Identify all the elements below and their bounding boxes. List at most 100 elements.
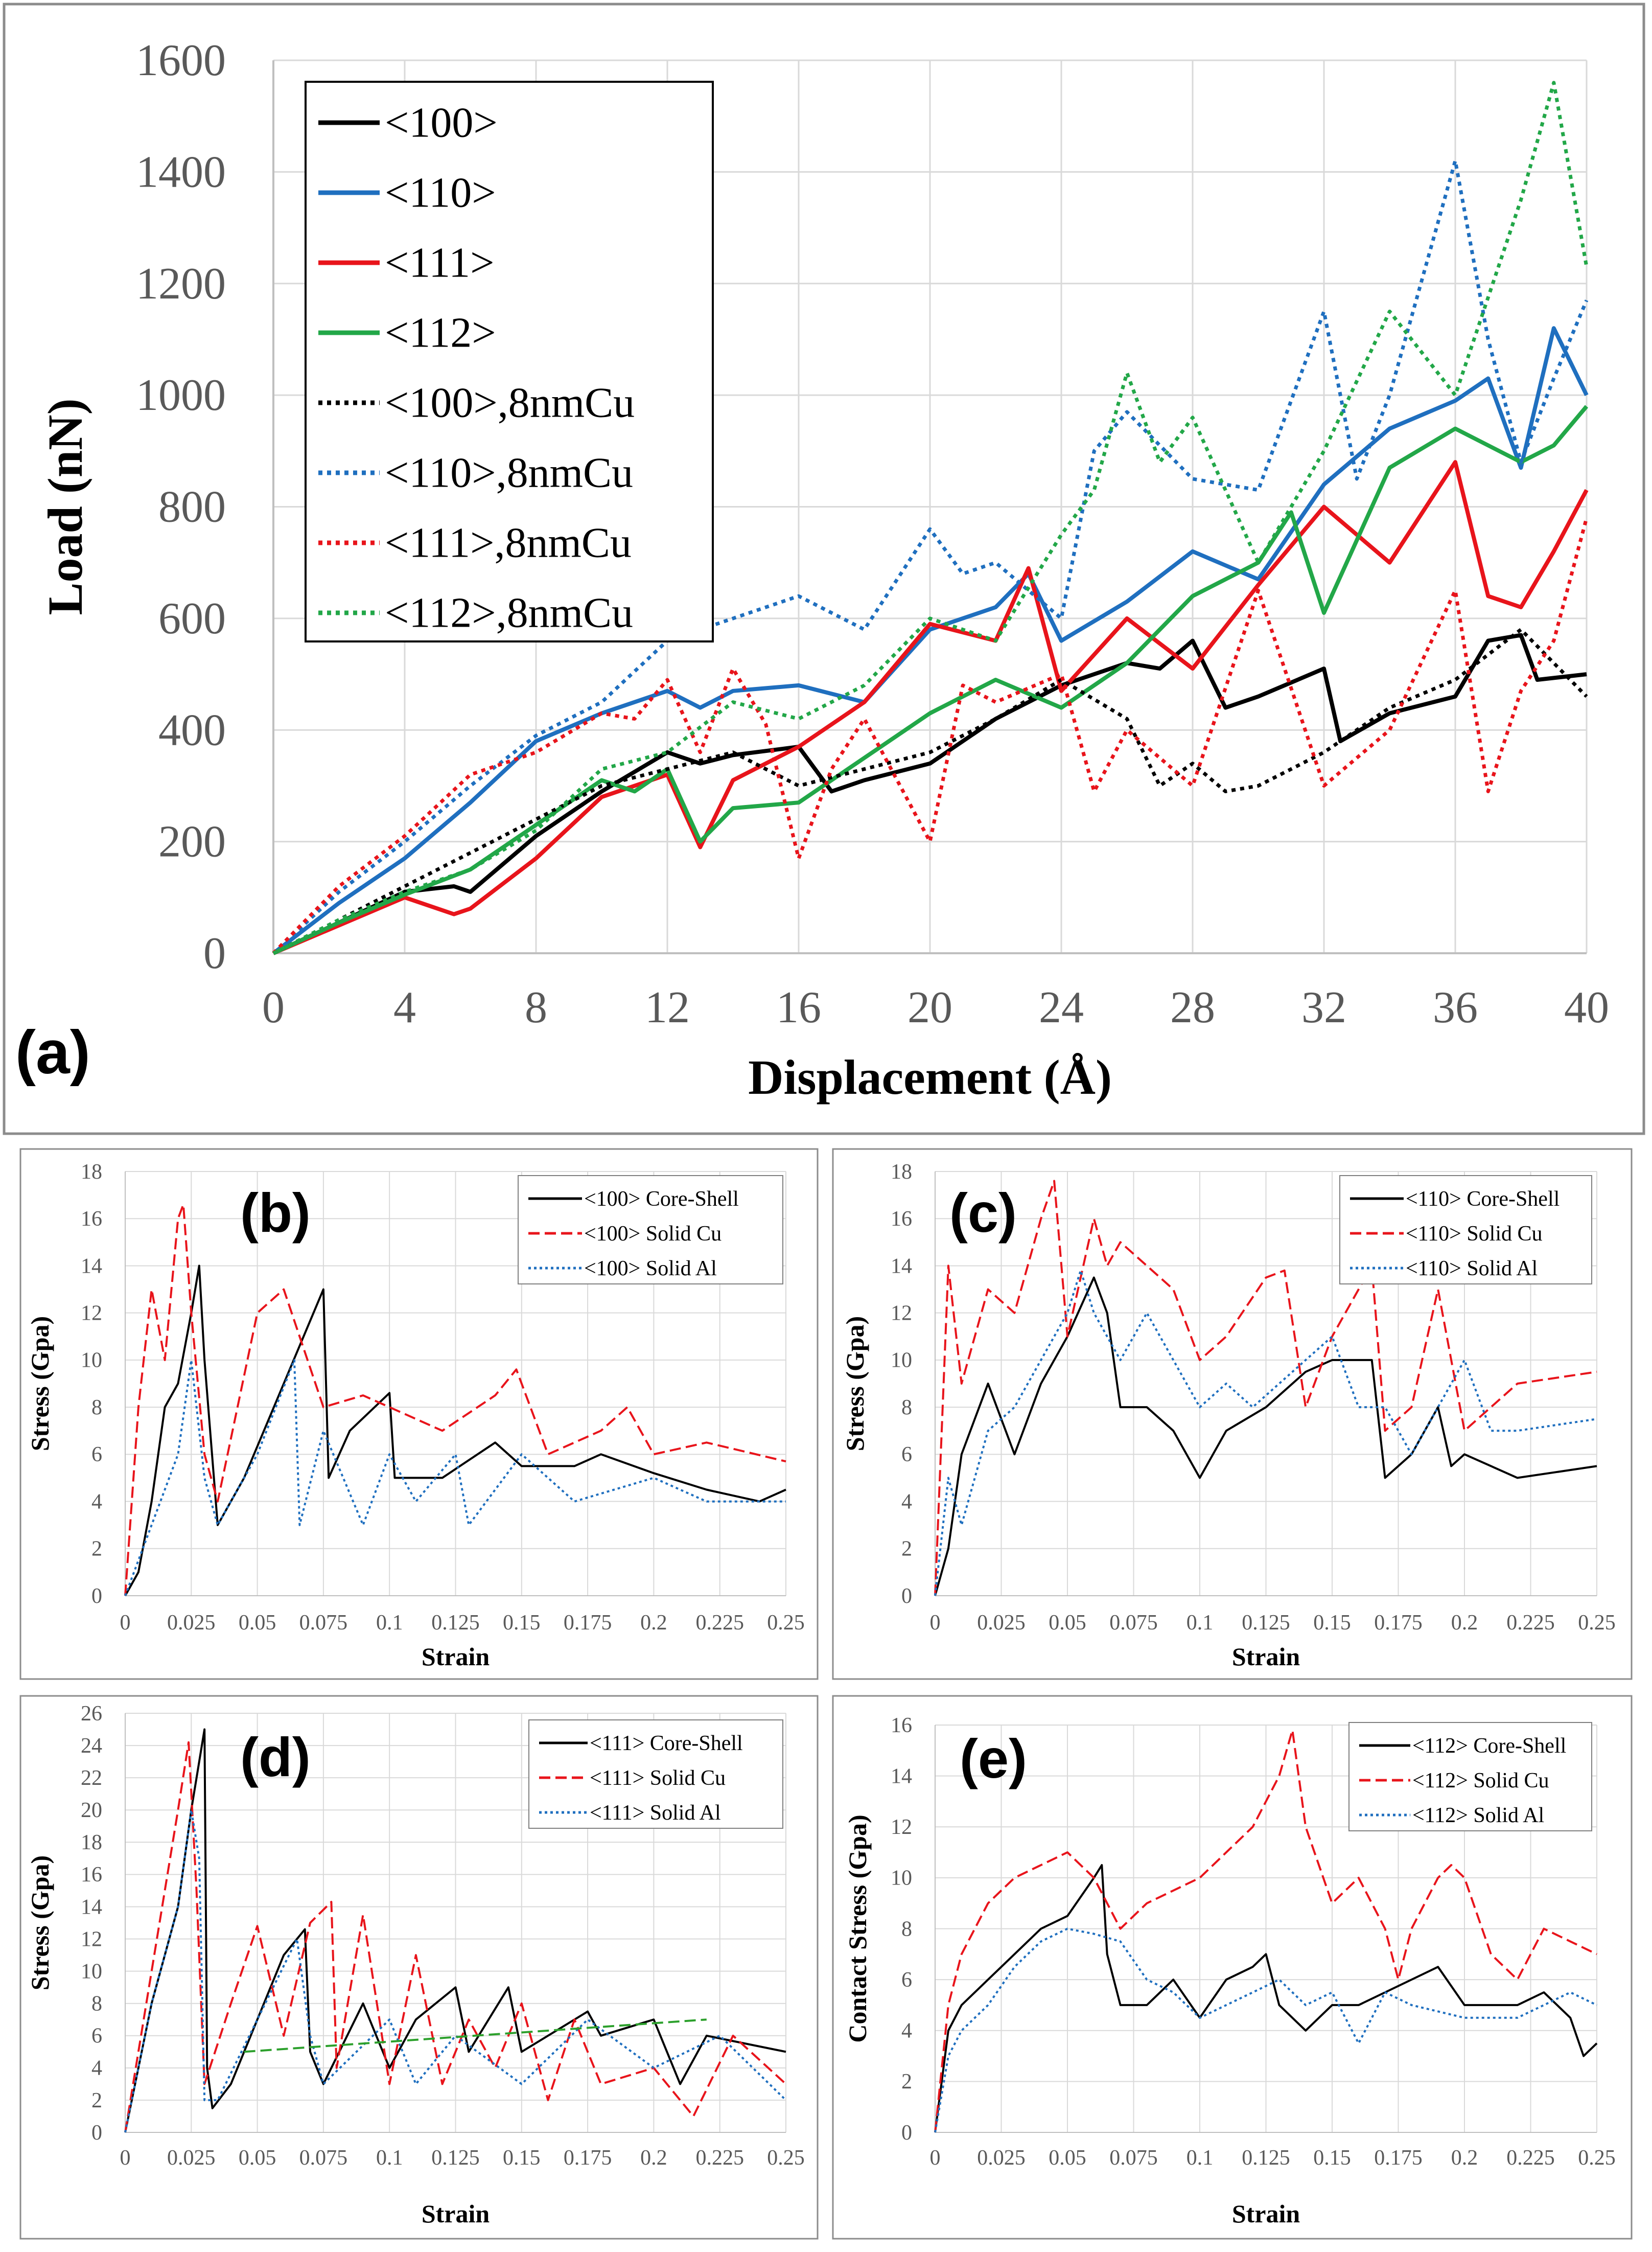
x-tick-label: 0.15 <box>503 1611 541 1635</box>
panel-e: 0 0.025 0.05 0.075 0.1 0.125 0.15 0.175 0.2 0.225… <box>832 1695 1633 2240</box>
y-tick-label: 14 <box>81 1895 102 1919</box>
legend-box <box>528 1719 783 1829</box>
y-tick-label: 20 <box>81 1799 102 1822</box>
y-tick-label: 10 <box>891 1349 912 1372</box>
x-tick-label: 0.075 <box>1109 2146 1158 2170</box>
legend-label: <100> <box>385 99 498 147</box>
x-tick-label: 12 <box>645 983 690 1032</box>
x-tick-label: 0.25 <box>767 2146 805 2170</box>
y-tick-label: 10 <box>81 1349 102 1372</box>
y-tick-label: 14 <box>891 1764 912 1788</box>
x-tick-label: 0 <box>930 2146 941 2170</box>
x-tick-label: 0.1 <box>1186 2146 1214 2170</box>
legend-label: <110> Solid Cu <box>1406 1222 1543 1246</box>
series-group <box>934 1180 1597 1596</box>
x-tick-label: 0.225 <box>695 1611 744 1635</box>
x-tick-label: 0.1 <box>376 1611 403 1635</box>
x-tick-label: 0.25 <box>1578 1611 1616 1635</box>
x-tick-label: 0.025 <box>977 2146 1026 2170</box>
legend-label: <100> Core-Shell <box>584 1187 739 1211</box>
panel-label: (e) <box>960 1728 1027 1789</box>
y-tick-label: 16 <box>81 1863 102 1887</box>
y-tick-label: 26 <box>81 1702 102 1726</box>
legend-label: <111> Solid Cu <box>590 1766 726 1790</box>
y-tick-label: 18 <box>81 1831 102 1854</box>
x-tick-label: 32 <box>1301 983 1346 1032</box>
y-tick-label: 0 <box>901 2121 912 2145</box>
y-tick-label: 0 <box>91 2121 102 2145</box>
legend-label: <110> <box>385 169 496 217</box>
y-axis-title: Stress (Gpa) <box>841 1316 869 1451</box>
y-tick-label: 12 <box>891 1302 912 1325</box>
x-tick-label: 0.125 <box>431 2146 480 2170</box>
series-line-112-solid-al <box>934 1927 1597 2133</box>
y-tick-label: 2 <box>901 2070 912 2094</box>
y-tick-label: 0 <box>203 929 226 978</box>
x-tick-label: 0.075 <box>299 1611 348 1635</box>
series-line-112-solid-cu <box>934 1729 1597 2133</box>
y-tick-label: 4 <box>91 2057 102 2080</box>
legend-box <box>305 81 714 642</box>
series-line-100-8nmcu <box>272 628 1588 955</box>
panel-label: (c) <box>949 1182 1017 1244</box>
legend: <112> Core-Shell <112> Solid Cu <112> Soli… <box>1348 1722 1592 1831</box>
legend-label: <110> Solid Al <box>1406 1257 1538 1280</box>
x-tick-label: 0 <box>120 1611 131 1635</box>
series-line-trend <box>244 2018 707 2053</box>
x-axis-title: Strain <box>422 1642 490 1671</box>
x-tick-label: 0.125 <box>1242 2146 1290 2170</box>
legend-box <box>1348 1722 1592 1831</box>
panel-label: (b) <box>240 1182 311 1244</box>
legend-label: <112>,8nmCu <box>385 589 633 637</box>
x-tick-label: 0 <box>262 983 285 1032</box>
y-tick-label: 200 <box>158 817 226 867</box>
series-line-112-core-shell <box>934 1864 1598 2133</box>
y-tick-label: 1200 <box>136 259 226 309</box>
y-tick-label: 12 <box>891 1816 912 1839</box>
y-axis-title: Stress (Gpa) <box>26 1316 54 1451</box>
series-line-111 <box>272 460 1589 955</box>
x-tick-label: 0.05 <box>239 2146 276 2170</box>
legend: <110> Core-Shell <110> Solid Cu <110> Soli… <box>1339 1175 1592 1284</box>
gridlines <box>125 1713 786 2133</box>
legend-label: <111>,8nmCu <box>385 519 632 567</box>
y-tick-label: 16 <box>891 1207 912 1231</box>
series-line-110-solid-al <box>934 1269 1597 1596</box>
x-tick-label: 0.175 <box>564 2146 612 2170</box>
y-tick-label: 16 <box>891 1714 912 1737</box>
series-line-112-8nmcu <box>272 81 1589 955</box>
panel-c: 0 0.025 0.05 0.075 0.1 0.125 0.15 0.175 0.2 0.225… <box>832 1148 1633 1680</box>
panel-a: 0 4 8 12 16 20 24 28 32 36 40020040060080010001200… <box>3 3 1645 1135</box>
y-tick-label: 600 <box>158 594 226 644</box>
series-line-100-solid-al <box>124 1359 786 1596</box>
x-tick-label: 0.025 <box>977 1611 1026 1635</box>
series-group <box>272 81 1589 955</box>
x-axis-title: Strain <box>1232 1642 1300 1671</box>
x-tick-label: 0.175 <box>1374 1611 1423 1635</box>
series-line-110 <box>272 326 1589 955</box>
x-tick-label: 0.15 <box>503 2146 541 2170</box>
x-tick-label: 0.225 <box>1506 1611 1555 1635</box>
y-tick-label: 1600 <box>136 36 226 85</box>
y-tick-label: 6 <box>901 1443 912 1466</box>
legend-label: <100> Solid Al <box>584 1257 717 1280</box>
x-tick-label: 0.05 <box>239 1611 276 1635</box>
x-tick-label: 0.175 <box>564 1611 612 1635</box>
x-tick-label: 0.2 <box>640 2146 667 2170</box>
x-tick-label: 0.225 <box>1506 2146 1555 2170</box>
legend: <111> Core-Shell <111> Solid Cu <111> Soli… <box>528 1719 783 1829</box>
x-axis-title: Strain <box>422 2199 490 2228</box>
x-tick-label: 8 <box>525 983 547 1032</box>
x-tick-label: 20 <box>908 983 952 1032</box>
x-tick-label: 0.05 <box>1049 2146 1086 2170</box>
x-tick-label: 0.075 <box>1109 1611 1158 1635</box>
y-tick-label: 18 <box>891 1160 912 1184</box>
x-tick-label: 0.05 <box>1049 1611 1086 1635</box>
x-axis-title: Displacement (Å) <box>748 1050 1112 1105</box>
x-tick-label: 0.1 <box>376 2146 403 2170</box>
x-tick-label: 0 <box>930 1611 941 1635</box>
y-axis-title: Load (nN) <box>38 398 92 615</box>
series-line-100-core-shell <box>124 1265 786 1596</box>
y-tick-label: 6 <box>91 1443 102 1466</box>
panel-frame <box>3 3 1645 1135</box>
